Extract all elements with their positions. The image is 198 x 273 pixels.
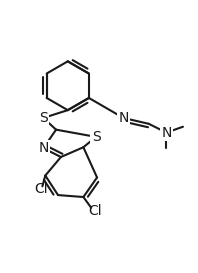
Text: N: N xyxy=(38,141,49,155)
Text: N: N xyxy=(118,111,129,125)
Text: S: S xyxy=(39,111,48,125)
Text: N: N xyxy=(161,126,171,140)
Text: S: S xyxy=(92,130,100,144)
Text: Cl: Cl xyxy=(35,182,48,196)
Text: Cl: Cl xyxy=(88,204,102,218)
